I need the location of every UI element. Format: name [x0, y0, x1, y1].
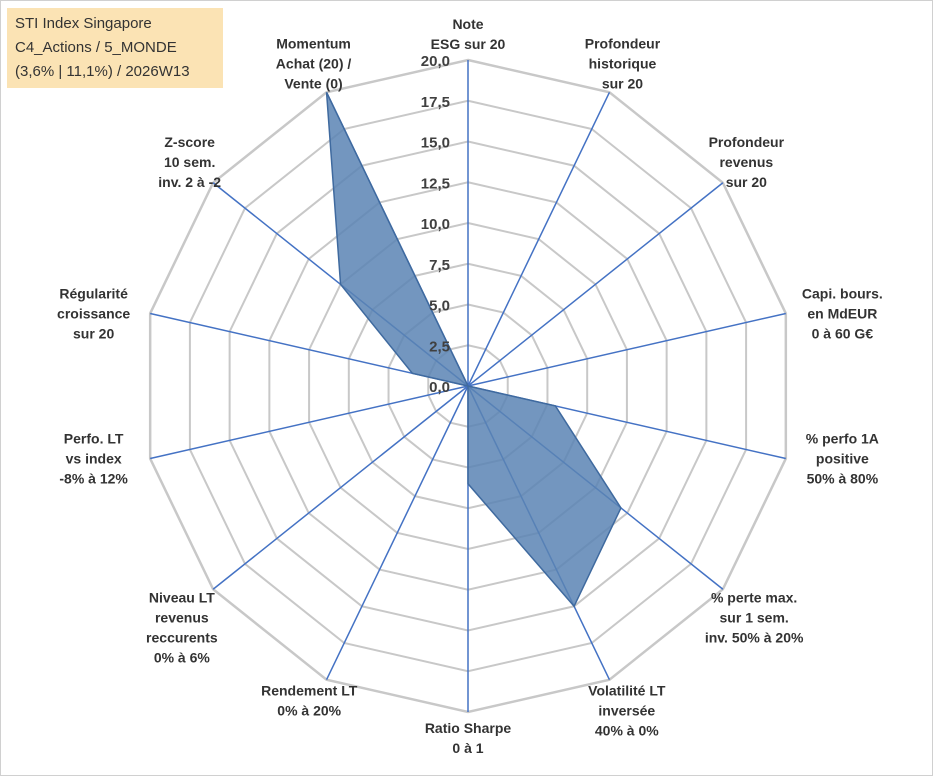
axis-label-line: 50% à 80%	[807, 471, 879, 487]
axis-label-8: Rendement LT 0% à 20%	[261, 683, 358, 719]
axis-label-line: revenus	[719, 154, 773, 170]
axis-label-line: Rendement LT	[261, 683, 358, 699]
axis-label-line: en MdEUR	[807, 305, 877, 321]
axis-label-7: Ratio Sharpe 0 à 1	[425, 720, 512, 756]
axis-label-line: Momentum	[276, 35, 351, 51]
axis-label-line: sur 20	[73, 325, 114, 341]
axis-label-line: Z-score	[164, 134, 215, 150]
axis-label-line: 10 sem.	[164, 154, 215, 170]
axis-label-line: Profondeur	[709, 134, 785, 150]
spoke-8	[325, 385, 469, 681]
tick-label-3: 7,5	[429, 257, 450, 274]
axis-label-line: historique	[589, 55, 657, 71]
axis-label-line: sur 20	[726, 174, 767, 190]
tick-label-7: 17,5	[421, 94, 450, 111]
axis-label-line: Ratio Sharpe	[425, 720, 512, 736]
axis-label-line: 40% à 0%	[595, 723, 659, 739]
tick-label-2: 5,0	[429, 298, 450, 315]
tick-label-6: 15,0	[421, 135, 450, 152]
chart-title-box: STI Index Singapore C4_Actions / 5_MONDE…	[7, 8, 223, 88]
radar-series	[325, 91, 622, 608]
axis-label-line: Vente (0)	[284, 75, 342, 91]
axis-label-line: Régularité	[59, 285, 128, 301]
axis-label-line: 0% à 6%	[154, 649, 211, 665]
tick-label-5: 12,5	[421, 175, 450, 192]
axis-label-line: Niveau LT	[149, 589, 215, 605]
axis-label-line: sur 1 sem.	[720, 609, 789, 625]
axis-label-line: Profondeur	[585, 35, 661, 51]
axis-label-line: Perfo. LT	[64, 431, 124, 447]
title-line-3: (3,6% | 11,1%) / 2026W13	[15, 63, 190, 80]
axis-label-line: % perfo 1A	[806, 431, 879, 447]
tick-label-4: 10,0	[421, 216, 450, 233]
axis-label-line: 0 à 1	[452, 740, 483, 756]
axis-label-5: % perte max. sur 1 sem. inv. 50% à 20%	[705, 589, 804, 645]
axis-label-10: Perfo. LT vs index -8% à 12%	[59, 431, 128, 487]
axis-label-0: Note ESG sur 20	[431, 16, 506, 52]
axis-label-2: Profondeur revenus sur 20	[709, 134, 785, 190]
axis-label-line: -8% à 12%	[59, 471, 128, 487]
axis-label-11: Régularité croissance sur 20	[57, 285, 130, 341]
axis-label-12: Z-score 10 sem. inv. 2 à -2	[158, 134, 221, 190]
axis-label-9: Niveau LT revenus reccurents 0% à 6%	[146, 589, 218, 665]
axis-label-line: croissance	[57, 305, 130, 321]
axis-label-13: Momentum Achat (20) / Vente (0)	[276, 35, 352, 91]
series-area	[325, 91, 622, 608]
axis-label-1: Profondeur historique sur 20	[585, 35, 661, 91]
axis-label-line: inv. 50% à 20%	[705, 629, 804, 645]
axis-label-line: Achat (20) /	[276, 55, 352, 71]
axis-label-line: inversée	[598, 703, 655, 719]
radar-axis-labels: Note ESG sur 20 Profondeur historique sur 20…	[57, 16, 883, 756]
title-line-1: STI Index Singapore	[15, 15, 152, 32]
axis-label-3: Capi. bours. en MdEUR 0 à 60 G€	[802, 285, 883, 341]
tick-label-1: 2,5	[429, 338, 450, 355]
axis-label-line: 0 à 60 G€	[812, 325, 874, 341]
axis-label-line: positive	[816, 451, 869, 467]
axis-label-line: Volatilité LT	[588, 683, 666, 699]
axis-label-line: Note	[452, 16, 483, 32]
radar-tick-labels: 0,0 2,5 5,0 7,5 10,0 12,5 15,0 17,5 20,0	[421, 53, 450, 396]
axis-label-line: % perte max.	[711, 589, 797, 605]
axis-label-4: % perfo 1A positive 50% à 80%	[806, 431, 879, 487]
spoke-10	[150, 385, 469, 460]
tick-label-0: 0,0	[429, 379, 450, 396]
axis-label-line: vs index	[66, 451, 122, 467]
spoke-9	[212, 385, 469, 590]
axis-label-line: reccurents	[146, 629, 218, 645]
axis-label-line: sur 20	[602, 75, 643, 91]
title-line-2: C4_Actions / 5_MONDE	[15, 39, 177, 56]
spoke-1	[467, 91, 611, 387]
spoke-2	[467, 182, 724, 387]
spoke-3	[467, 312, 786, 387]
axis-label-line: ESG sur 20	[431, 36, 506, 52]
axis-label-line: revenus	[155, 609, 209, 625]
axis-label-line: inv. 2 à -2	[158, 174, 221, 190]
axis-label-line: Capi. bours.	[802, 285, 883, 301]
tick-label-8: 20,0	[421, 53, 450, 70]
axis-label-6: Volatilité LT inversée 40% à 0%	[588, 683, 666, 739]
axis-label-line: 0% à 20%	[277, 703, 341, 719]
